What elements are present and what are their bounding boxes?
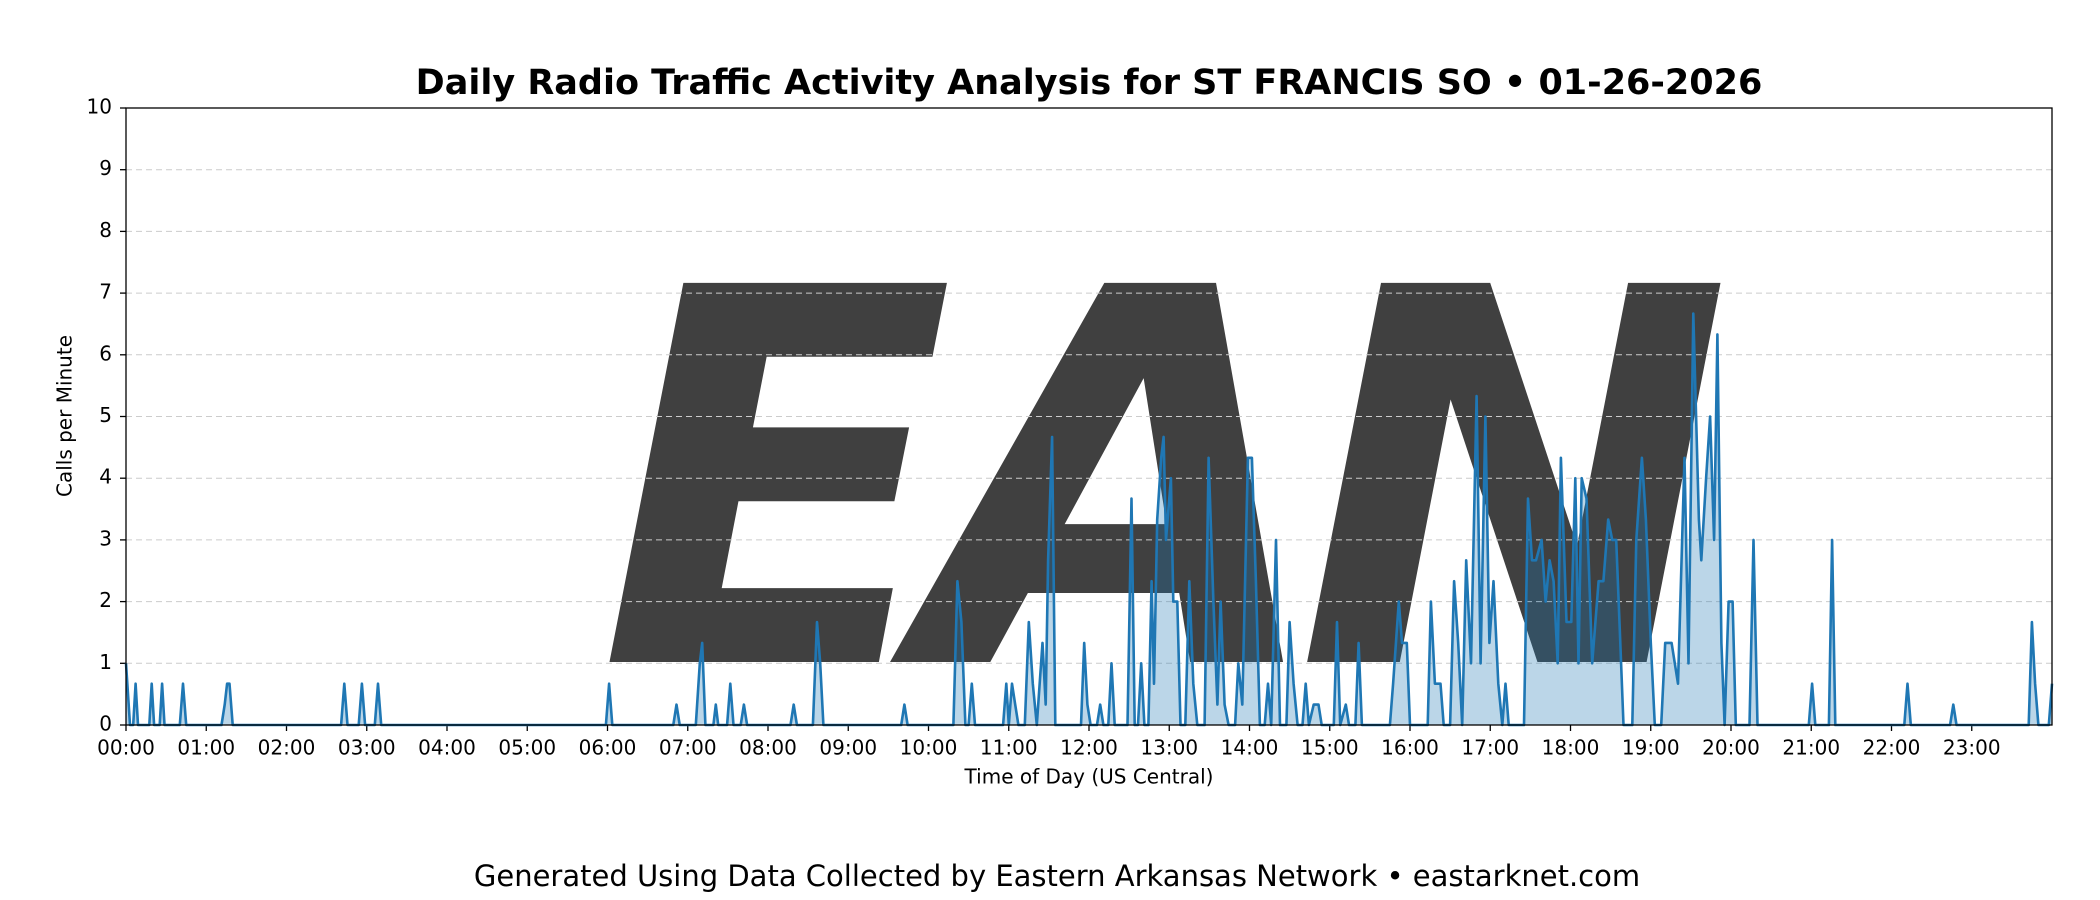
chart-title: Daily Radio Traffic Activity Analysis fo… (416, 63, 1763, 103)
x-tick-label: 20:00 (1702, 736, 1760, 760)
x-tick-label: 18:00 (1542, 736, 1600, 760)
x-tick-label: 11:00 (980, 736, 1038, 760)
x-tick-label: 22:00 (1863, 736, 1921, 760)
x-tick-label: 08:00 (739, 736, 797, 760)
plot-frame (125, 107, 2053, 726)
x-tick-label: 23:00 (1943, 736, 2001, 760)
y-tick-label: 9 (99, 156, 112, 180)
x-tick-label: 05:00 (498, 736, 556, 760)
x-tick-label: 17:00 (1461, 736, 1519, 760)
x-tick-label: 07:00 (659, 736, 717, 760)
y-tick-label: 5 (99, 403, 112, 427)
x-tick-label: 09:00 (819, 736, 877, 760)
x-tick-label: 15:00 (1301, 736, 1359, 760)
x-tick-label: 13:00 (1140, 736, 1198, 760)
y-tick-label: 3 (99, 526, 112, 550)
x-tick-label: 12:00 (1060, 736, 1118, 760)
x-tick-label: 04:00 (418, 736, 476, 760)
x-tick-label: 01:00 (177, 736, 235, 760)
x-tick-label: 21:00 (1782, 736, 1840, 760)
y-tick-label: 6 (99, 341, 112, 365)
y-tick-label: 7 (99, 280, 112, 304)
y-tick-label: 1 (99, 650, 112, 674)
footer: Generated Using Data Collected by Easter… (474, 859, 1640, 893)
y-tick-label: 0 (99, 712, 112, 736)
y-axis-label: Calls per Minute (53, 335, 77, 497)
x-tick-label: 14:00 (1221, 736, 1279, 760)
y-tick-label: 8 (99, 218, 112, 242)
x-tick-label: 03:00 (338, 736, 396, 760)
x-tick-label: 10:00 (900, 736, 958, 760)
x-tick-label: 00:00 (97, 736, 155, 760)
x-tick-label: 02:00 (258, 736, 316, 760)
x-tick-label: 06:00 (579, 736, 637, 760)
x-axis-label: Time of Day (US Central) (964, 765, 1214, 789)
y-tick-label: 4 (99, 465, 112, 489)
x-tick-label: 19:00 (1622, 736, 1680, 760)
y-tick-label: 10 (87, 95, 112, 119)
watermark: EAN (599, 179, 1727, 785)
y-tick-label: 2 (99, 588, 112, 612)
x-tick-label: 16:00 (1381, 736, 1439, 760)
